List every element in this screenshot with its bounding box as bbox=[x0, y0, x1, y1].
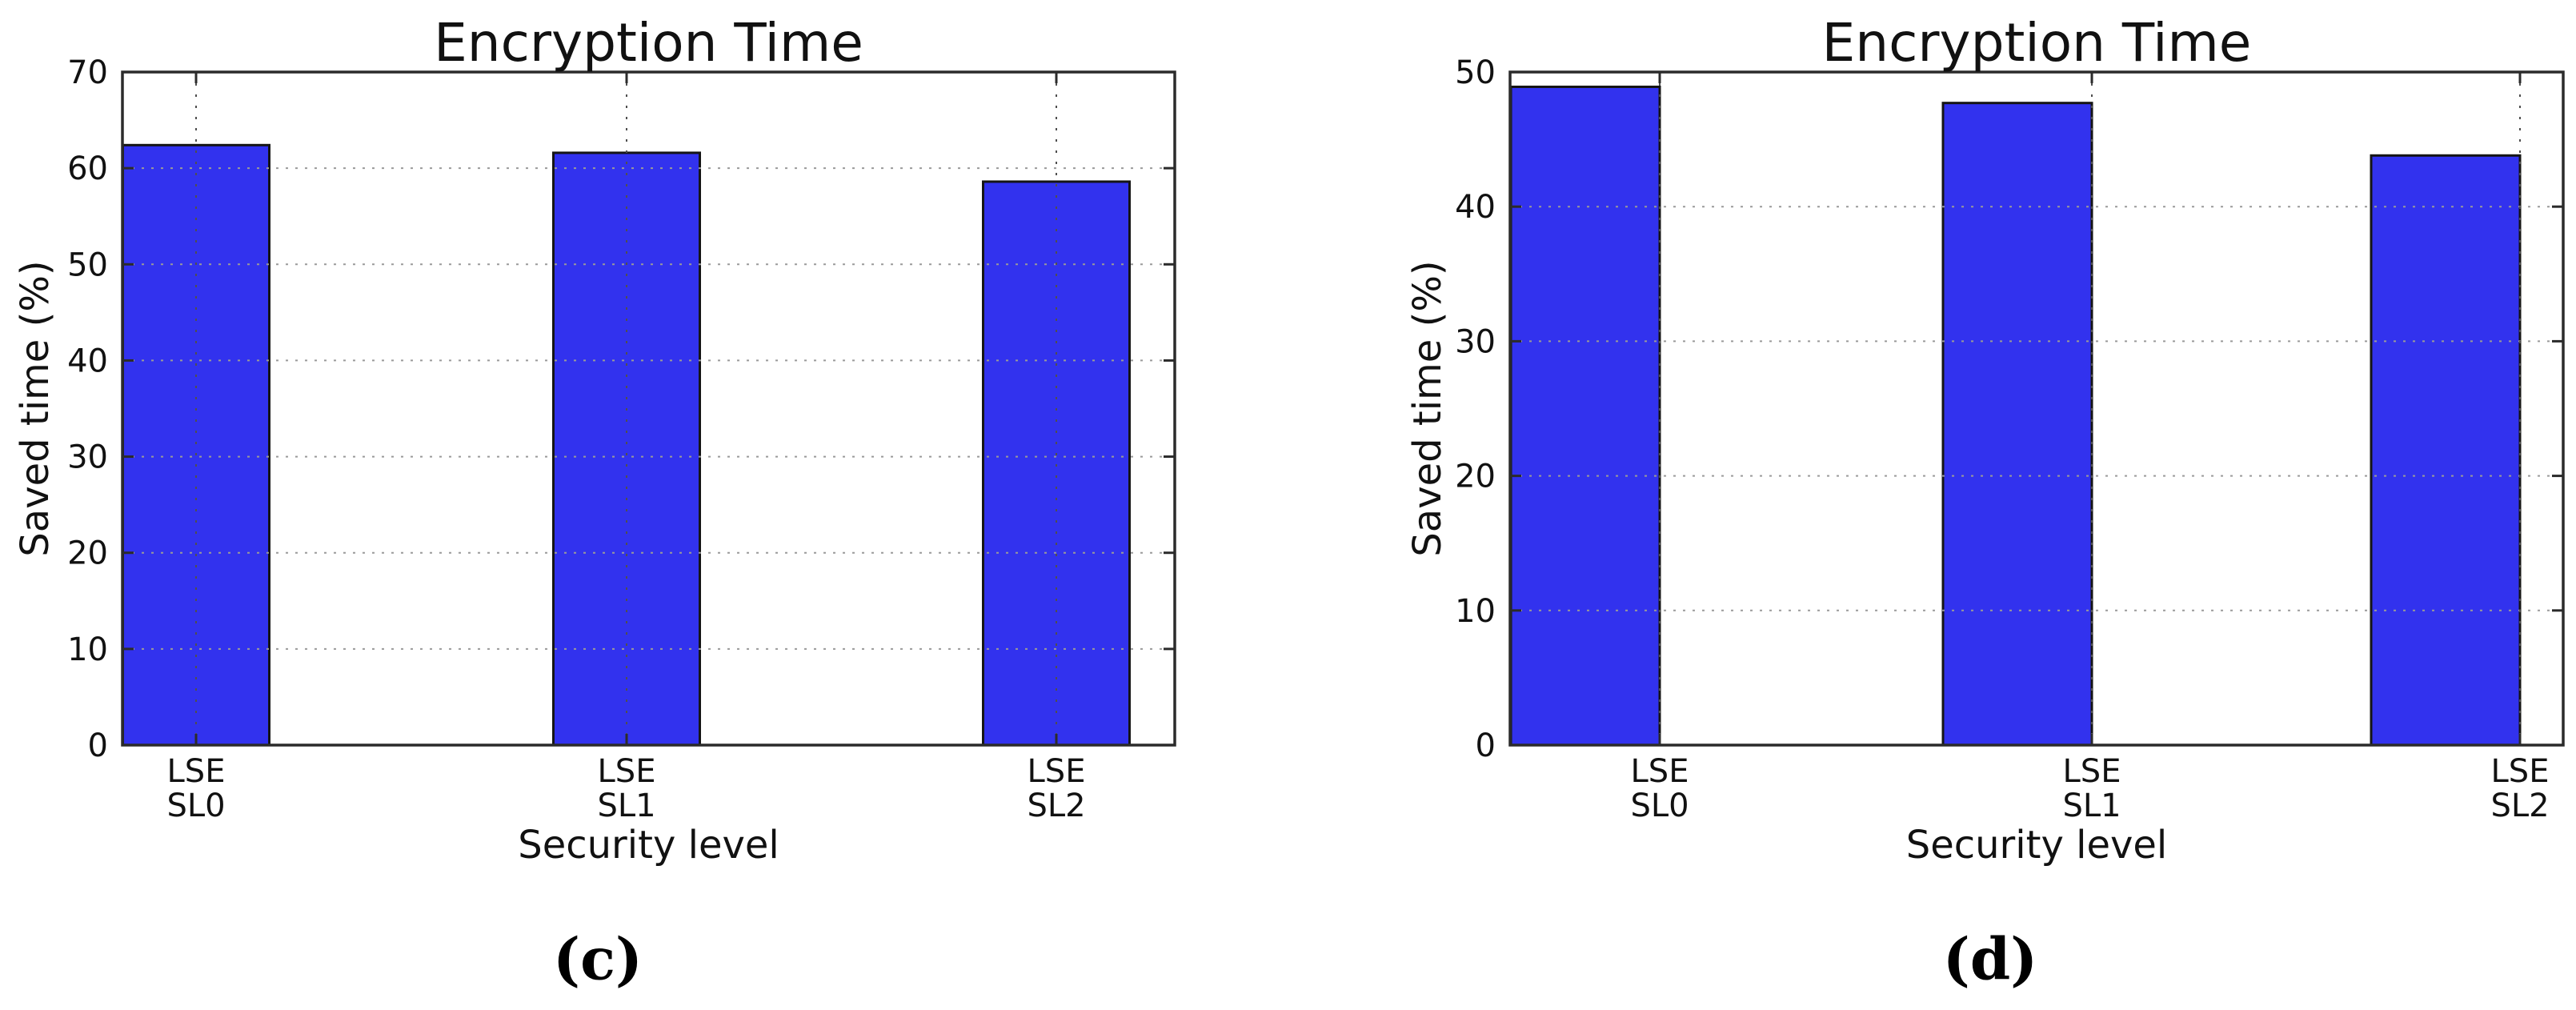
y-tick-label: 20 bbox=[67, 535, 108, 572]
x-tick-label: LSE bbox=[2063, 753, 2121, 790]
x-tick-label: SL2 bbox=[1027, 788, 1085, 824]
y-tick-label: 0 bbox=[88, 727, 108, 764]
x-tick-label: LSE bbox=[1631, 753, 1689, 790]
x-tick-label: SL2 bbox=[2490, 788, 2549, 824]
plot-border bbox=[1508, 70, 2565, 747]
x-axis-label: Security level bbox=[1906, 823, 2168, 868]
x-tick-label: LSE bbox=[598, 753, 656, 790]
y-tick-label: 70 bbox=[67, 54, 108, 91]
subfigure-label-c: (c) bbox=[553, 924, 643, 993]
y-tick-label: 50 bbox=[67, 246, 108, 283]
x-tick-label: SL0 bbox=[166, 788, 225, 824]
y-tick-label: 30 bbox=[67, 439, 108, 476]
x-tick-label: SL0 bbox=[1630, 788, 1689, 824]
bar-lse-sl1 bbox=[1941, 102, 2093, 747]
y-tick-label: 50 bbox=[1455, 54, 1496, 91]
chart-title: Encryption Time bbox=[1822, 12, 2252, 74]
plot-border bbox=[121, 70, 1176, 747]
bar-chart-d-svg: 01020304050LSESL0LSESL1LSESL2Encryption … bbox=[1405, 12, 2565, 868]
y-tick-label: 60 bbox=[67, 150, 108, 187]
y-tick-label: 40 bbox=[67, 343, 108, 379]
y-tick-label: 0 bbox=[1476, 727, 1496, 764]
x-tick-label: SL1 bbox=[2062, 788, 2121, 824]
chart-title: Encryption Time bbox=[434, 12, 863, 74]
y-tick-label: 10 bbox=[67, 631, 108, 668]
bar-lse-sl2 bbox=[982, 180, 1131, 747]
y-axis-label: Saved time (%) bbox=[1405, 260, 1450, 556]
y-tick-label: 20 bbox=[1455, 459, 1496, 495]
x-tick-label: LSE bbox=[2491, 753, 2550, 790]
bar-lse-sl2 bbox=[2370, 154, 2522, 747]
y-tick-label: 40 bbox=[1455, 189, 1496, 226]
x-tick-label: LSE bbox=[1028, 753, 1086, 790]
x-tick-label: SL1 bbox=[597, 788, 655, 824]
bar-chart-c-svg: 010203040506070LSESL0LSESL1LSESL2Encrypt… bbox=[13, 12, 1176, 868]
bar-lse-sl0 bbox=[1509, 86, 1661, 747]
y-tick-label: 10 bbox=[1455, 593, 1496, 630]
x-axis-label: Security level bbox=[518, 823, 779, 868]
x-tick-label: LSE bbox=[167, 753, 226, 790]
y-tick-label: 30 bbox=[1455, 323, 1496, 360]
y-axis-label: Saved time (%) bbox=[13, 260, 58, 556]
subfigure-label-d: (d) bbox=[1942, 924, 2038, 993]
